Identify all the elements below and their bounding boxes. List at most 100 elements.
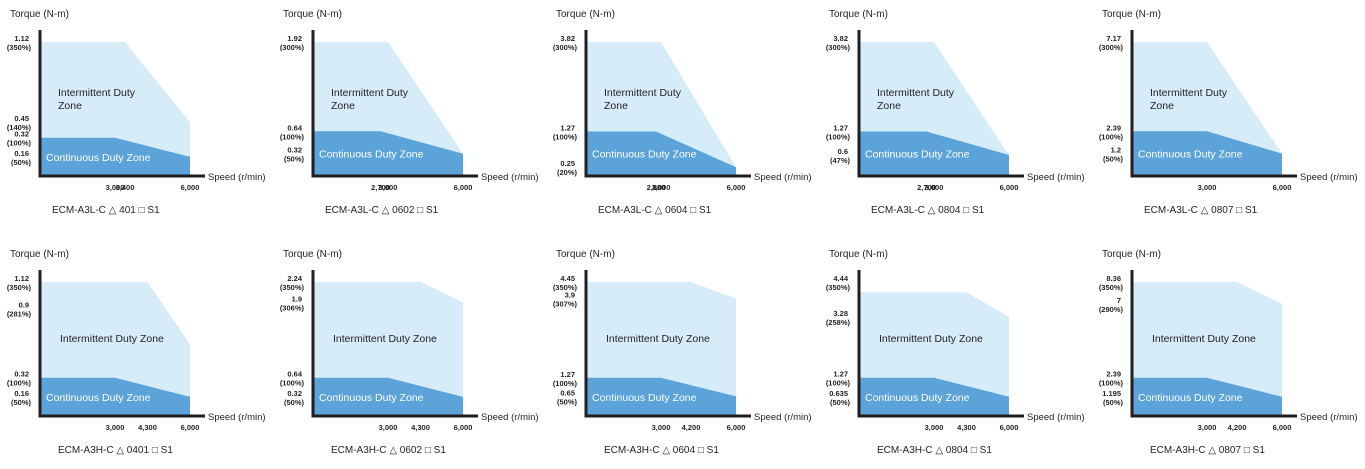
y-axis-title: Torque (N-m) <box>829 9 888 20</box>
chart-plot: Speed (r/min) 3,000 6,000 7.17(300%) 2.39(10… <box>1099 30 1358 192</box>
y-tick-percent: (100%) <box>280 379 305 388</box>
model-caption: ECM-A3L-C △ 0604 □ S1 <box>598 205 712 216</box>
y-tick-label: 4.44 <box>833 274 848 283</box>
continuous-zone-label: Continuous Duty Zone <box>592 149 697 161</box>
x-tick-label: 6,000 <box>181 423 200 432</box>
x-tick-label: 3,000 <box>379 183 398 192</box>
chart-plot: Speed (r/min) 3,000 4,300 6,000 4.44(350%) 3.… <box>826 270 1085 432</box>
model-caption: ECM-A3L-C △ 401 □ S1 <box>52 205 160 216</box>
continuous-zone-label: Continuous Duty Zone <box>46 392 151 404</box>
continuous-zone-area <box>40 137 190 176</box>
y-tick-label: 1.12 <box>14 274 29 283</box>
continuous-zone-label: Continuous Duty Zone <box>1138 392 1243 404</box>
y-tick-label: 0.16 <box>14 389 29 398</box>
x-tick-label: 4,300 <box>138 423 157 432</box>
y-tick-label: 1.2 <box>1111 146 1121 155</box>
y-axis-title: Torque (N-m) <box>829 249 888 260</box>
y-axis-title: Torque (N-m) <box>1102 9 1161 20</box>
y-tick-percent: (258%) <box>826 318 851 327</box>
intermittent-zone-label: Intermittent Duty <box>58 87 136 99</box>
y-tick-percent: (307%) <box>553 300 578 309</box>
y-tick-label: 1.9 <box>292 294 302 303</box>
y-tick-percent: (306%) <box>280 303 305 312</box>
y-tick-percent: (50%) <box>284 398 305 407</box>
continuous-zone-label: Continuous Duty Zone <box>46 152 151 164</box>
x-tick-label: 4,300 <box>957 423 976 432</box>
y-tick-label: 1.195 <box>1102 389 1121 398</box>
y-tick-percent: (50%) <box>1103 155 1124 164</box>
y-tick-label: 0.32 <box>287 146 302 155</box>
y-axis-title: Torque (N-m) <box>10 9 69 20</box>
y-tick-label: 2.24 <box>287 274 302 283</box>
y-axis-title: Torque (N-m) <box>1102 249 1161 260</box>
y-tick-percent: (100%) <box>826 132 851 141</box>
y-tick-label: 1.27 <box>833 370 848 379</box>
x-tick-label: 3,400 <box>116 183 135 192</box>
y-tick-percent: (300%) <box>280 43 305 52</box>
model-caption: ECM-A3L-C △ 0602 □ S1 <box>325 205 439 216</box>
x-axis-title: Speed (r/min) <box>1300 172 1358 183</box>
x-tick-label: 6,000 <box>181 183 200 192</box>
intermittent-zone-label: Intermittent Duty <box>331 87 409 99</box>
x-tick-label: 3,000 <box>106 423 125 432</box>
y-tick-label: 0.32 <box>287 389 302 398</box>
continuous-zone-area <box>313 377 463 416</box>
x-axis-title: Speed (r/min) <box>481 172 539 183</box>
y-tick-percent: (350%) <box>7 283 32 292</box>
x-tick-label: 2,800 <box>647 183 666 192</box>
y-tick-percent: (50%) <box>284 155 305 164</box>
x-tick-label: 4,300 <box>411 423 430 432</box>
x-axis-title: Speed (r/min) <box>208 172 266 183</box>
y-tick-percent: (50%) <box>830 398 851 407</box>
y-tick-label: 1.27 <box>833 123 848 132</box>
y-tick-label: 2.39 <box>1106 123 1121 132</box>
y-tick-label: 0.65 <box>560 388 575 397</box>
y-tick-label: 7.17 <box>1106 34 1121 43</box>
y-tick-percent: (47%) <box>830 156 851 165</box>
x-axis-title: Speed (r/min) <box>754 412 812 423</box>
y-tick-label: 4.45 <box>560 274 575 283</box>
continuous-zone-area <box>859 131 1009 176</box>
continuous-zone-area <box>40 377 190 416</box>
continuous-zone-label: Continuous Duty Zone <box>1138 149 1243 161</box>
intermittent-zone-label: Intermittent Duty <box>1150 87 1228 99</box>
model-caption: ECM-A3H-C △ 0804 □ S1 <box>877 445 992 456</box>
intermittent-zone-label: Intermittent Duty <box>604 87 682 99</box>
y-tick-percent: (350%) <box>1099 283 1124 292</box>
y-tick-percent: (50%) <box>11 398 32 407</box>
y-tick-label: 3.82 <box>560 34 575 43</box>
model-caption: ECM-A3L-C △ 0807 □ S1 <box>1144 205 1258 216</box>
x-tick-label: 3,000 <box>652 183 671 192</box>
model-caption: ECM-A3H-C △ 0807 □ S1 <box>1150 445 1265 456</box>
y-tick-percent: (350%) <box>280 283 305 292</box>
model-caption: ECM-A3H-C △ 0401 □ S1 <box>58 445 173 456</box>
continuous-zone-area <box>313 131 463 176</box>
y-axis-title: Torque (N-m) <box>556 9 615 20</box>
continuous-zone-area <box>1132 377 1282 416</box>
x-tick-label: 6,000 <box>727 183 746 192</box>
y-tick-label: 0.25 <box>560 159 575 168</box>
y-tick-label: 7 <box>1117 296 1121 305</box>
intermittent-zone-label: Zone <box>1150 100 1174 112</box>
continuous-zone-label: Continuous Duty Zone <box>319 149 424 161</box>
x-axis-title: Speed (r/min) <box>481 412 539 423</box>
y-tick-percent: (300%) <box>1099 43 1124 52</box>
y-tick-percent: (20%) <box>557 168 578 177</box>
x-axis-title: Speed (r/min) <box>1300 412 1358 423</box>
intermittent-zone-label: Intermittent Duty <box>877 87 955 99</box>
y-tick-percent: (300%) <box>553 43 578 52</box>
y-tick-percent: (100%) <box>7 379 32 388</box>
y-tick-percent: (140%) <box>7 123 32 132</box>
chart-plot: Speed (r/min) 3,000 4,300 6,000 2.24(350%) 1.… <box>280 270 539 432</box>
x-tick-label: 6,000 <box>1000 423 1019 432</box>
y-tick-label: 8.36 <box>1106 274 1121 283</box>
y-tick-label: 2.39 <box>1106 370 1121 379</box>
y-tick-label: 0.9 <box>19 300 29 309</box>
y-tick-percent: (100%) <box>826 379 851 388</box>
y-tick-label: 3.28 <box>833 309 848 318</box>
y-tick-percent: (100%) <box>1099 132 1124 141</box>
torque-speed-chart: Torque (N-m) ECM-A3H-C △ 0804 □ S1 Speed (… <box>819 240 1092 469</box>
